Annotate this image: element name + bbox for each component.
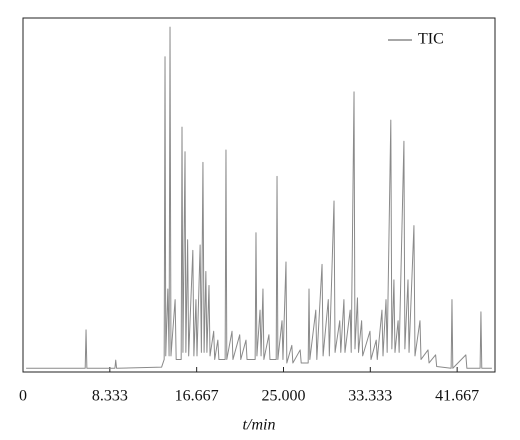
x-tick-label: 33.333 bbox=[348, 388, 392, 405]
legend-label: TIC bbox=[418, 31, 444, 48]
plot-frame bbox=[22, 17, 496, 373]
x-tick-label: 0 bbox=[19, 388, 27, 405]
x-axis-label: t/min bbox=[243, 417, 276, 434]
x-tick-label: 8.333 bbox=[92, 388, 128, 405]
x-tick-label: 16.667 bbox=[175, 388, 219, 405]
x-tick-label: 41.667 bbox=[435, 388, 479, 405]
x-tick-label: 25.000 bbox=[261, 388, 305, 405]
tic-line bbox=[26, 26, 492, 369]
